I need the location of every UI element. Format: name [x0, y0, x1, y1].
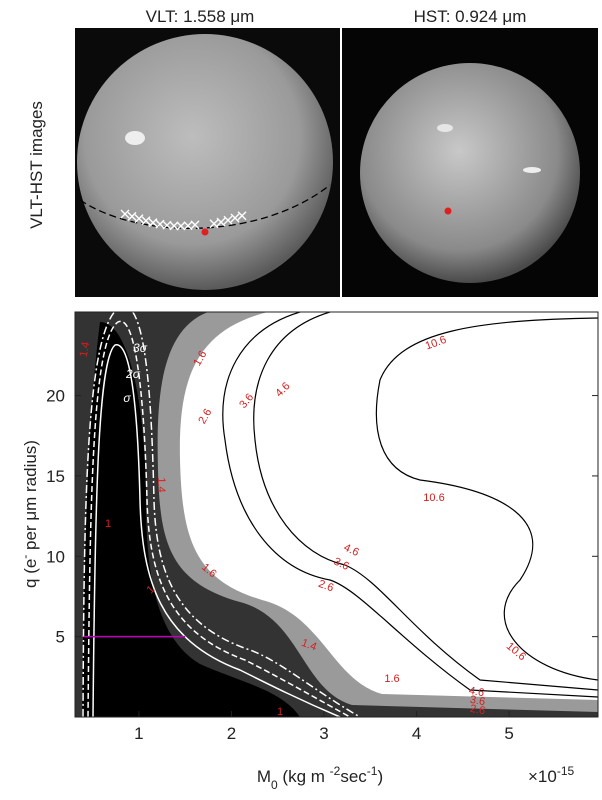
axis-label: ×10-15: [528, 764, 575, 786]
label-part: M: [257, 767, 271, 786]
label-part: 0: [271, 778, 278, 792]
contour-label: 4.6: [342, 542, 361, 559]
x-marker: [209, 219, 219, 229]
x-marker: [120, 209, 130, 219]
contour-label: 1.6: [384, 673, 399, 685]
label-part: q (e: [21, 559, 40, 588]
x-marker: [223, 215, 233, 225]
x-marker: [237, 211, 247, 221]
contour-label: 10.6: [423, 492, 444, 504]
planet: [77, 34, 333, 290]
x-tick-label: 1: [134, 724, 143, 743]
x-marker: [216, 217, 226, 227]
label-part: per μm radius): [21, 440, 40, 555]
y-tick-label: 10: [46, 547, 65, 566]
x-marker: [230, 213, 240, 223]
contour: [222, 312, 598, 698]
x-tick-label: 3: [319, 724, 328, 743]
contour-label: 2.6: [469, 703, 486, 717]
y-tick-label: 5: [56, 628, 65, 647]
x-marker: [169, 221, 179, 231]
contour-label: 2.6: [317, 578, 335, 595]
x-marker: [155, 219, 165, 229]
x-marker: [190, 220, 200, 230]
contour: [87, 320, 351, 717]
contour: [375, 317, 598, 681]
x-tick-label: 2: [227, 724, 236, 743]
bright-spot: [125, 131, 145, 145]
label-part: ): [377, 767, 383, 786]
contour-label: 3.6: [469, 694, 486, 708]
y-tick-label: 20: [46, 387, 65, 406]
x-marker: [162, 220, 172, 230]
sigma-label: σ: [123, 391, 131, 405]
label-part: -15: [557, 764, 575, 778]
x-tick-label: 5: [504, 724, 513, 743]
x-marker: [148, 218, 158, 228]
label-part: -: [18, 555, 32, 559]
label-part: -1: [367, 764, 378, 778]
contour: [253, 312, 598, 691]
bright-spot: [523, 167, 541, 173]
red-dot: [444, 207, 452, 215]
label-part: -2: [330, 764, 341, 778]
sigma-label: 2σ: [125, 367, 141, 381]
contour-label: 1.4: [300, 637, 318, 654]
track: [79, 184, 331, 229]
label-part: (kg m: [278, 767, 330, 786]
panel-title: HST: 0.924 μm: [414, 7, 527, 26]
contour: [92, 344, 341, 717]
label-part: sec: [340, 767, 367, 786]
contour-label: 1: [105, 518, 111, 530]
planet: [360, 63, 580, 283]
bright-spot: [437, 124, 453, 132]
x-tick-label: 4: [412, 724, 421, 743]
x-marker: [134, 214, 144, 224]
contour-label: 1: [277, 706, 283, 718]
x-marker: [176, 221, 186, 231]
contour: [82, 312, 361, 717]
contour-label: 4.6: [468, 685, 485, 699]
red-dot: [201, 228, 209, 236]
plot-frame: [74, 311, 599, 718]
region: [75, 312, 598, 717]
plot-area: [75, 312, 598, 717]
panel-title: VLT: 1.558 μm: [146, 7, 255, 26]
x-marker: [141, 216, 151, 226]
label-part: ×10: [528, 767, 557, 786]
contour-label: 1.4: [78, 341, 92, 358]
sigma-label: 3σ: [133, 341, 148, 355]
contour-label: 1.4: [155, 477, 167, 492]
y-tick-label: 15: [46, 467, 65, 486]
axis-label: q (e- per μm radius): [18, 440, 40, 588]
row-label: VLT-HST images: [27, 101, 46, 229]
axis-label: M0 (kg m -2sec-1): [257, 764, 383, 792]
contour-label: 3.6: [332, 556, 351, 573]
x-marker: [127, 211, 137, 221]
